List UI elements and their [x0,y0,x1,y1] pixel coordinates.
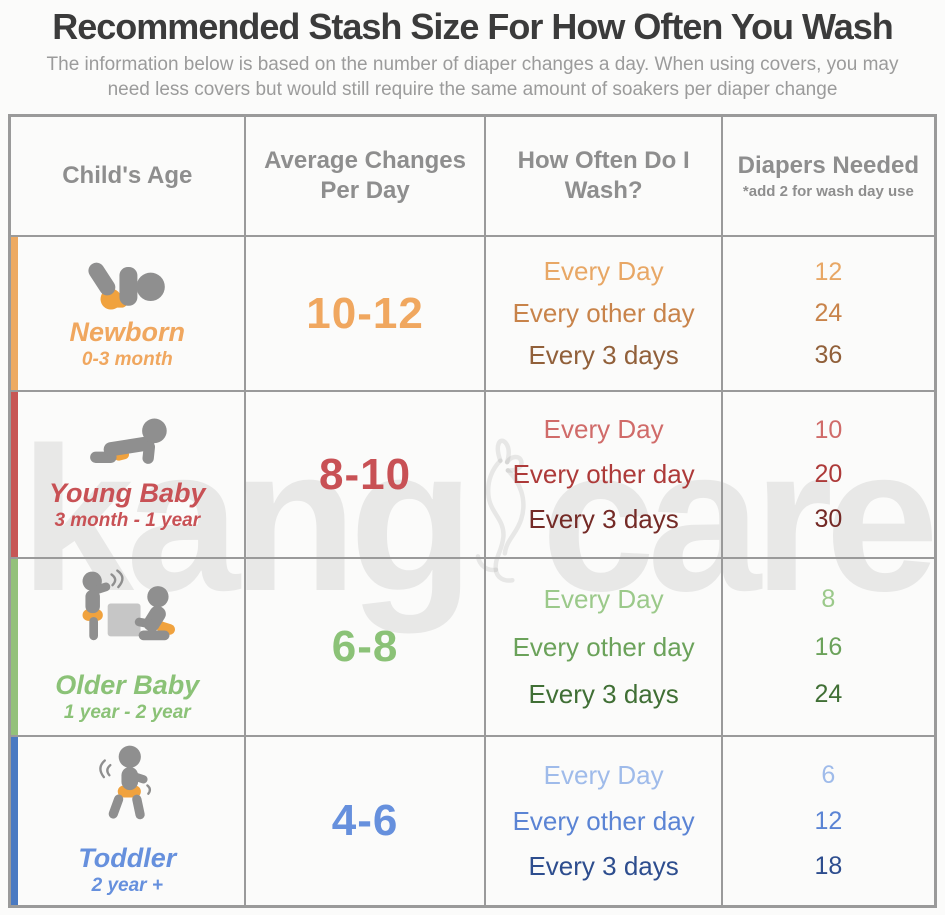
wash-frequency-label: Every Day [543,414,664,444]
age-group-name: Newborn [69,316,186,347]
crawling-baby-icon [90,418,168,464]
icon-box [75,416,179,474]
age-group-name: Older Baby [55,670,200,701]
changes-per-day: 10-12 [306,288,424,338]
newborn-baby-icon [88,262,166,310]
changes-cell: 4-6 [243,737,485,905]
changes-cell: 8-10 [243,392,485,557]
diapers-needed-cell: 6 12 18 [720,737,934,905]
changes-cell: 10-12 [243,237,485,390]
diapers-needed-count: 16 [814,632,843,661]
icon-box [75,255,179,313]
wash-frequency-label: Every 3 days [528,679,679,710]
table-row: Young Baby 3 month - 1 year 8-10 Every D… [11,390,934,557]
header-diapers-needed-label: Diapers Needed [737,152,920,179]
wash-frequency-label: Every Day [543,759,664,790]
walking-toddler-icon [99,745,152,820]
wash-frequency-label: Every Day [543,256,664,286]
changes-per-day: 8-10 [319,449,412,499]
diapers-needed-count: 30 [814,504,843,533]
diapers-needed-cell: 10 20 30 [720,392,934,557]
wash-frequency-cell: Every Day Every other day Every 3 days [484,237,720,390]
playing-toddlers-icon [82,569,176,641]
wash-frequency-label: Every other day [512,298,695,328]
diapers-needed-count: 6 [821,761,836,790]
row-accent-bar [11,237,18,390]
age-range: 1 year - 2 year [63,702,191,724]
stash-size-table: Child's Age Average Changes Per Day How … [8,114,937,908]
wash-frequency-label: Every 3 days [528,504,679,534]
row-accent-bar [11,392,18,557]
diapers-needed-cell: 8 16 24 [720,559,934,735]
diapers-needed-count: 10 [814,415,843,444]
age-range: 0-3 month [81,348,173,370]
diapers-needed-count: 24 [814,299,843,327]
diapers-needed-count: 8 [821,585,836,614]
wash-frequency-label: Every other day [512,631,695,662]
diapers-needed-count: 36 [814,340,843,369]
header-diapers-needed: Diapers Needed *add 2 for wash day use [720,117,934,235]
age-cell: Older Baby 1 year - 2 year [11,559,244,735]
diapers-needed-count: 20 [814,460,843,488]
age-cell: Young Baby 3 month - 1 year [11,392,244,557]
header-diapers-needed-note: *add 2 for wash day use [742,183,914,200]
age-range: 3 month - 1 year [54,509,201,531]
age-range: 2 year + [91,875,163,897]
wash-frequency-cell: Every Day Every other day Every 3 days [484,737,720,905]
table-body: Newborn 0-3 month 10-12 Every Day Every o… [11,235,934,905]
table-row: Toddler 2 year + 4-6 Every Day Every othe… [11,735,934,905]
wash-frequency-label: Every other day [512,459,695,489]
page-title: Recommended Stash Size For How Often You… [52,6,893,47]
age-group-name: Toddler [78,843,177,874]
diapers-needed-count: 12 [814,257,843,286]
age-cell: Toddler 2 year + [11,737,244,905]
diapers-needed-count: 18 [814,851,843,880]
header-how-often-wash: How Often Do I Wash? [484,117,720,235]
diapers-needed-cell: 12 24 36 [720,237,934,390]
table-row: Older Baby 1 year - 2 year 6-8 Every Day… [11,557,934,735]
wash-frequency-label: Every 3 days [528,851,679,882]
wash-frequency-label: Every Day [543,583,664,614]
wash-frequency-cell: Every Day Every other day Every 3 days [484,392,720,557]
header-average-changes: Average Changes Per Day [243,117,485,235]
changes-per-day: 4-6 [331,796,399,845]
diapers-needed-count: 24 [814,679,843,708]
wash-frequency-label: Every 3 days [528,340,679,370]
wash-frequency-label: Every other day [512,805,695,836]
icon-box [69,568,185,666]
changes-per-day: 6-8 [331,622,399,671]
wash-frequency-cell: Every Day Every other day Every 3 days [484,559,720,735]
header-childs-age: Child's Age [62,162,193,189]
changes-cell: 6-8 [243,559,485,735]
icon-box [90,743,164,839]
page-subtitle: The information below is based on the nu… [46,54,899,101]
row-accent-bar [11,737,18,905]
table-row: Newborn 0-3 month 10-12 Every Day Every o… [11,235,934,390]
age-cell: Newborn 0-3 month [11,237,244,390]
diapers-needed-count: 12 [814,806,843,835]
row-accent-bar [11,559,18,735]
table-header-row: Child's Age Average Changes Per Day How … [11,117,934,235]
age-group-name: Young Baby [49,477,206,508]
